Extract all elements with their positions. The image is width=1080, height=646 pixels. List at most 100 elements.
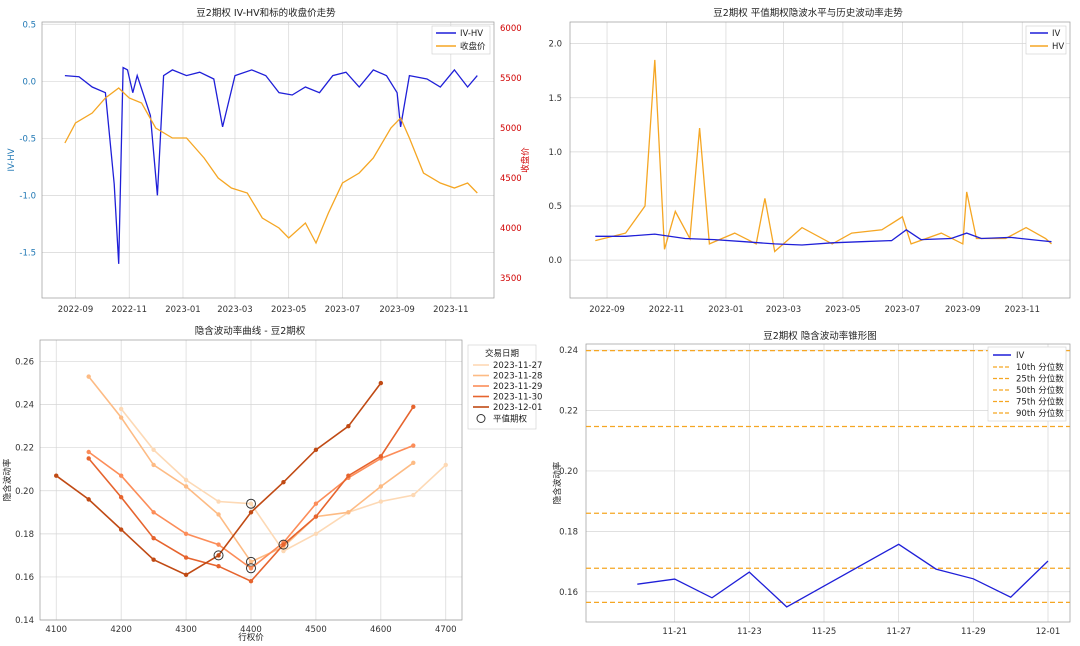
chart3-atm-marker — [246, 563, 256, 574]
chart1-xtick: 2022-11 — [111, 305, 147, 315]
chart2-ytick: 2.0 — [548, 40, 562, 50]
chart3-ytick: 0.18 — [15, 530, 34, 540]
chart3-point — [216, 499, 221, 504]
chart1-y2tick: 3500 — [500, 274, 522, 284]
chart2-grid — [570, 22, 1070, 298]
chart4-legend-label-iv: IV — [1016, 351, 1025, 361]
chart3-point — [86, 374, 91, 379]
chart3-atm-marker — [246, 498, 256, 509]
chart1-xtick: 2023-09 — [379, 305, 415, 315]
chart1-xtick: 2023-05 — [271, 305, 307, 315]
chart4-legend-label-quantile: 50th 分位数 — [1016, 385, 1064, 396]
chart3-point — [86, 456, 91, 461]
chart2-xtick: 2023-03 — [766, 305, 802, 315]
chart3-point — [411, 443, 416, 448]
chart3-point — [313, 514, 319, 519]
chart3-xtick: 4400 — [240, 625, 262, 635]
chart3-legend-label: 2023-11-28 — [493, 372, 542, 382]
chart3-point — [216, 542, 221, 547]
chart3-legend-label: 2023-11-29 — [493, 382, 542, 392]
chart4-legend-label-quantile: 75th 分位数 — [1016, 397, 1064, 408]
chart4-series-iv-line — [637, 543, 1049, 608]
chart3-point — [118, 406, 124, 412]
chart3-point — [183, 555, 189, 560]
chart3-point — [151, 462, 156, 468]
chart3-point — [378, 484, 384, 489]
chart4-ytick: 0.18 — [559, 527, 578, 537]
chart1-y2tick: 6000 — [500, 24, 522, 34]
chart-iv-smile: 隐含波动率曲线 - 豆2期权 4100 4200 4300 4400 4500 4600 4… — [2, 325, 542, 643]
chart3-ticks: 4100 4200 4300 4400 4500 4600 4700 0.26 0.24 0.22… — [15, 358, 457, 635]
chart3-point — [411, 492, 416, 498]
chart4-xtick: 11-27 — [886, 627, 911, 637]
chart3-point — [378, 454, 384, 459]
chart1-y2tick: 5500 — [500, 74, 522, 84]
chart3-point — [183, 484, 189, 489]
chart4-legend-label-quantile: 10th 分位数 — [1016, 362, 1064, 373]
chart3-point — [313, 501, 319, 506]
chart2-ytick: 1.5 — [548, 94, 562, 104]
chart3-point — [151, 447, 156, 453]
chart2-series-iv-line — [595, 229, 1052, 246]
chart4-legend-label-quantile: 25th 分位数 — [1016, 374, 1064, 385]
chart3-legend-label: 2023-11-30 — [493, 393, 542, 403]
chart3-legend-label: 2023-12-01 — [493, 403, 542, 413]
chart4-xtick: 11-21 — [662, 627, 687, 637]
chart3-legend-atm-label: 平值期权 — [493, 414, 528, 425]
chart1-legend-label-ivhv: IV-HV — [460, 29, 483, 39]
chart1-grid — [42, 22, 494, 298]
chart1-xtick: 2023-07 — [325, 305, 361, 315]
chart4-title: 豆2期权 隐含波动率锥形图 — [763, 330, 877, 342]
chart1-ytick: -0.5 — [19, 134, 36, 144]
chart3-xtick: 4200 — [110, 625, 132, 635]
chart4-ytick: 0.24 — [559, 346, 578, 356]
chart3-point — [216, 563, 221, 569]
chart3-point — [248, 566, 254, 571]
chart3-ytick: 0.24 — [15, 401, 34, 411]
chart3-point — [443, 462, 448, 468]
chart2-legend-box — [1025, 25, 1067, 55]
chart2-xtick: 2023-07 — [885, 305, 921, 315]
chart1-y2tick: 5000 — [500, 124, 522, 134]
chart3-point — [118, 495, 124, 500]
chart-iv-hv-close: 豆2期权 IV-HV和标的收盘价走势 2022-09 2022-11 2023-01… — [7, 7, 531, 315]
chart2-xtick: 2022-11 — [649, 305, 685, 315]
chart1-y2label: 收盘价 — [520, 147, 531, 173]
chart3-point — [346, 423, 351, 429]
chart3-point — [248, 510, 254, 515]
chart2-plot-area — [569, 21, 1071, 299]
chart2-legend: IV HV — [1025, 25, 1067, 55]
chart1-ticks: 2022-09 2022-11 2023-01 2023-03 2023-05 2023-… — [19, 20, 521, 315]
chart3-ytick: 0.16 — [15, 573, 34, 583]
chart1-xtick: 2023-03 — [217, 305, 253, 315]
chart2-ytick: 0.5 — [548, 202, 562, 212]
chart3-point — [183, 531, 189, 537]
chart3-point — [346, 473, 351, 478]
chart3-grid — [40, 340, 462, 621]
chart3-series-layer — [54, 374, 448, 584]
chart1-ylabel: IV-HV — [7, 148, 17, 171]
chart3-plot-area — [39, 339, 463, 621]
chart1-y2tick: 4000 — [500, 224, 522, 234]
chart2-ytick: 0.0 — [548, 256, 562, 266]
chart3-atm-marker — [278, 539, 289, 550]
chart1-legend-box — [431, 25, 491, 55]
chart4-plot-area — [585, 343, 1071, 623]
chart1-series-layer — [64, 66, 478, 264]
chart3-xtick: 4300 — [175, 625, 197, 635]
chart1-ytick: 0.5 — [22, 20, 36, 30]
chart4-ytick: 0.16 — [559, 588, 578, 598]
chart-atm-iv-hv: 豆2期权 平值期权隐波水平与历史波动率走势 2022-09 2022-11 2023… — [548, 7, 1071, 315]
chart1-xtick: 2023-01 — [165, 305, 201, 315]
chart3-ytick: 0.20 — [15, 487, 34, 497]
chart2-title: 豆2期权 平值期权隐波水平与历史波动率走势 — [713, 7, 903, 19]
chart4-xtick: 11-25 — [812, 627, 837, 637]
chart3-point — [86, 449, 91, 455]
chart1-plot-area — [41, 21, 495, 299]
chart3-point — [216, 512, 221, 517]
chart3-point — [86, 497, 91, 502]
chart2-series-layer — [595, 59, 1052, 253]
chart3-point — [411, 460, 416, 465]
